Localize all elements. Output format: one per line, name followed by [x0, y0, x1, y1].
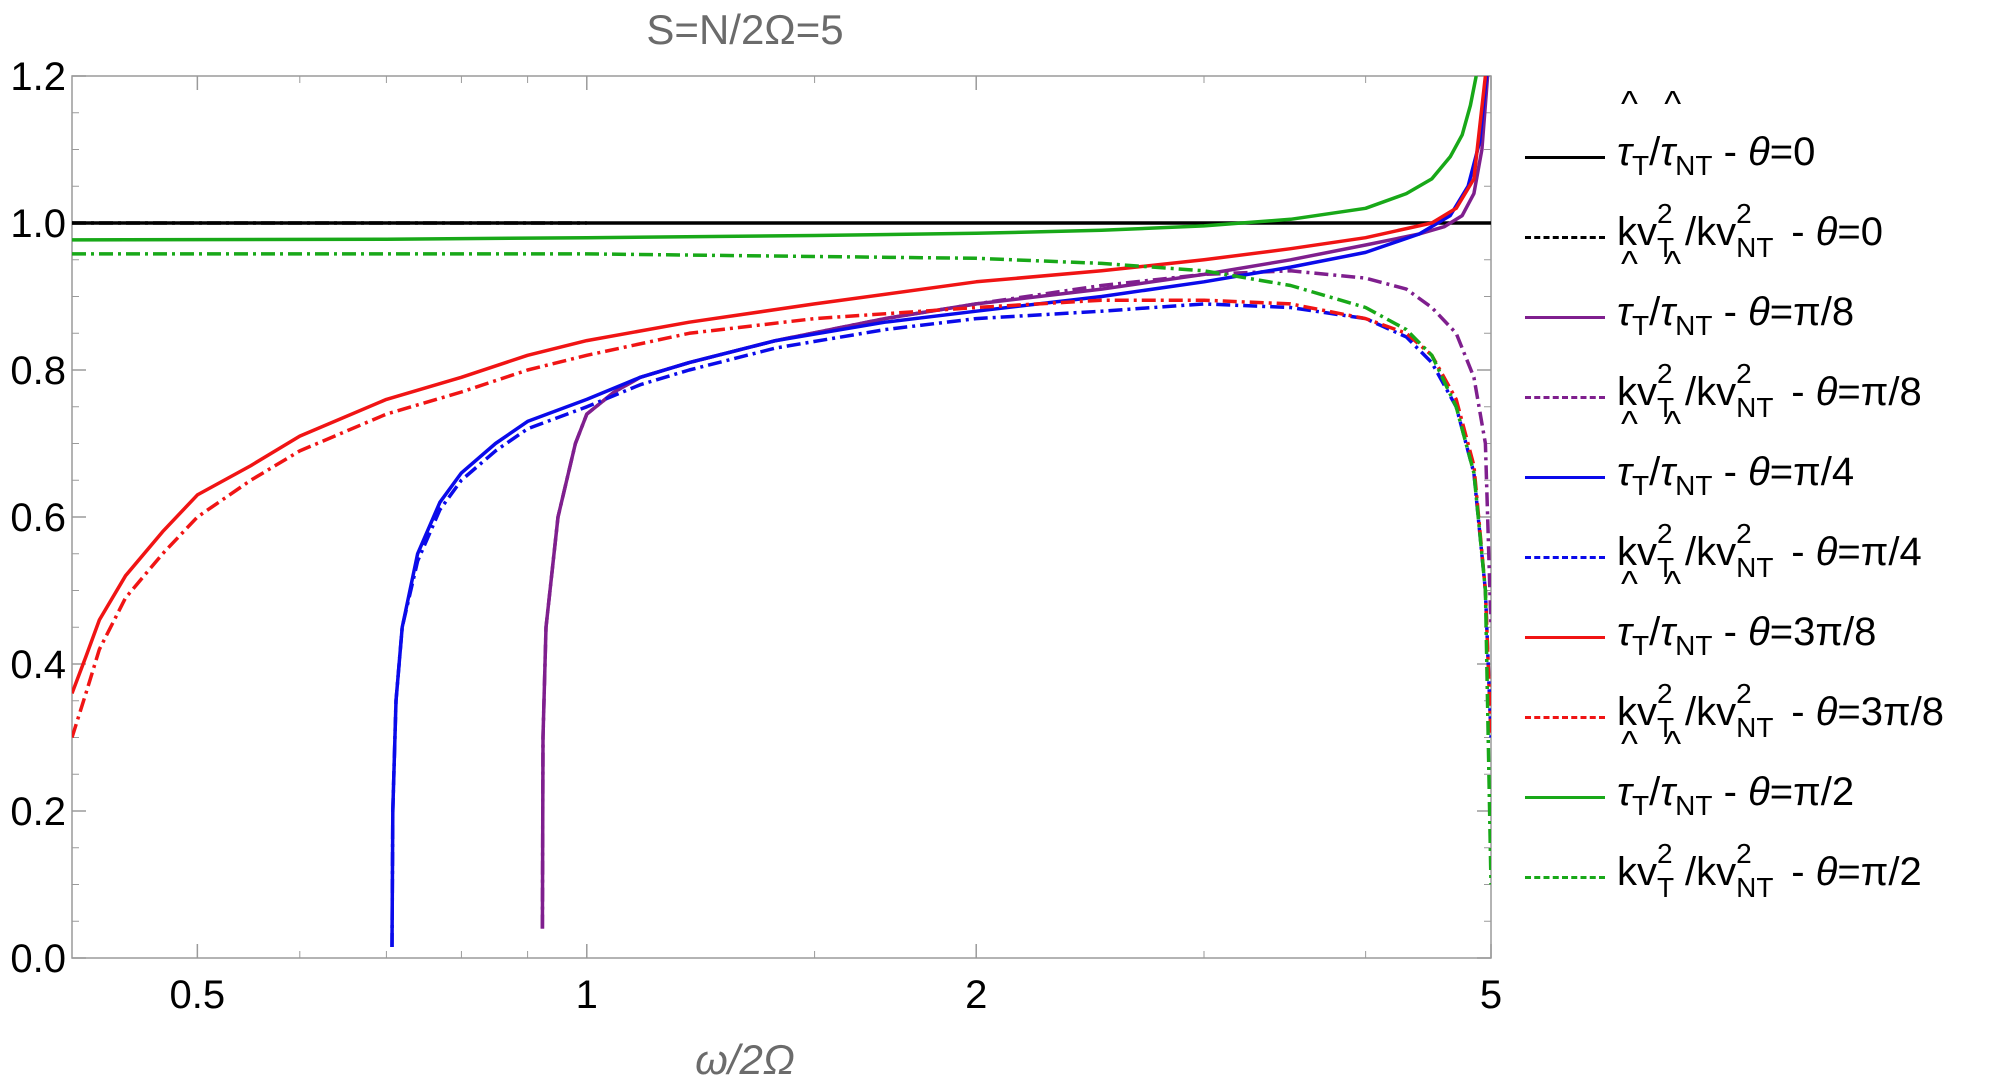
legend-label: τ ^ T/τ ^ NT - θ=π/8	[1617, 243, 1855, 341]
legend-swatch	[1525, 636, 1605, 639]
legend-item-kv_pi8: kv 2 T/kv 2 NT - θ=π/8	[1525, 352, 1995, 432]
series-line-kv_pi4	[390, 302, 1491, 948]
x-tick-label: 5	[1480, 973, 1502, 1017]
y-tick-label: 0.6	[10, 496, 66, 540]
series-line-kv_pi2	[72, 252, 1491, 885]
legend-item-tau_3pi8: τ ^ T/τ ^ NT - θ=3π/8	[1525, 563, 1995, 672]
legend-swatch	[1525, 396, 1605, 399]
plot-frame	[71, 75, 1492, 959]
y-tick-label: 1.2	[10, 55, 66, 99]
chart-title: S=N/2Ω=5	[646, 6, 844, 53]
legend-item-tau_0: τ ^ T/τ ^ NT - θ=0	[1525, 83, 1995, 192]
legend-swatch	[1525, 876, 1605, 879]
y-tick-label: 1.0	[10, 202, 66, 246]
y-tick-label: 0.8	[10, 349, 66, 393]
legend-item-kv_pi2: kv 2 T/kv 2 NT - θ=π/2	[1525, 832, 1995, 912]
legend-swatch	[1525, 156, 1605, 159]
legend-swatch	[1525, 556, 1605, 559]
legend-swatch	[1525, 716, 1605, 719]
y-tick-label: 0.4	[10, 643, 66, 687]
legend-swatch	[1525, 476, 1605, 479]
series-line-kv_pi8	[540, 269, 1491, 929]
legend-swatch	[1525, 796, 1605, 799]
x-tick-label: 2	[965, 973, 987, 1017]
series-line-tau_pi2	[72, 76, 1478, 242]
legend-label: kv 2 T/kv 2 NT - θ=π/2	[1617, 838, 1922, 904]
y-tick-label: 0.0	[10, 937, 66, 981]
legend-item-kv_0: kv 2 T/kv 2 NT - θ=0	[1525, 192, 1995, 272]
legend-item-tau_pi8: τ ^ T/τ ^ NT - θ=π/8	[1525, 243, 1995, 352]
legend-item-kv_3pi8: kv 2 T/kv 2 NT - θ=3π/8	[1525, 672, 1995, 752]
series-line-tau_3pi8	[72, 76, 1488, 695]
y-tick-label: 0.2	[10, 790, 66, 834]
legend-item-tau_pi4: τ ^ T/τ ^ NT - θ=π/4	[1525, 403, 1995, 512]
legend-label: τ ^ T/τ ^ NT - θ=3π/8	[1617, 563, 1877, 661]
legend-label: kv 2 T/kv 2 NT - θ=3π/8	[1617, 678, 1944, 744]
series-line-tau_pi8	[540, 76, 1490, 929]
legend-label: kv 2 T/kv 2 NT - θ=0	[1617, 198, 1883, 264]
legend-item-tau_pi2: τ ^ T/τ ^ NT - θ=π/2	[1525, 723, 1995, 832]
legend-label: τ ^ T/τ ^ NT - θ=0	[1617, 83, 1816, 181]
legend-swatch	[1525, 316, 1605, 319]
x-axis-label: ω/2Ω	[695, 1036, 795, 1083]
series-line-tau_pi4	[390, 76, 1489, 948]
legend-label: kv 2 T/kv 2 NT - θ=π/4	[1617, 518, 1922, 584]
legend-label: τ ^ T/τ ^ NT - θ=π/4	[1617, 403, 1855, 501]
series-line-kv_3pi8	[72, 298, 1491, 739]
x-tick-label: 0.5	[170, 973, 226, 1017]
legend-swatch	[1525, 236, 1605, 239]
legend-item-kv_pi4: kv 2 T/kv 2 NT - θ=π/4	[1525, 512, 1995, 592]
legend-label: τ ^ T/τ ^ NT - θ=π/2	[1617, 723, 1855, 821]
x-tick-label: 1	[576, 973, 598, 1017]
legend-label: kv 2 T/kv 2 NT - θ=π/8	[1617, 358, 1922, 424]
